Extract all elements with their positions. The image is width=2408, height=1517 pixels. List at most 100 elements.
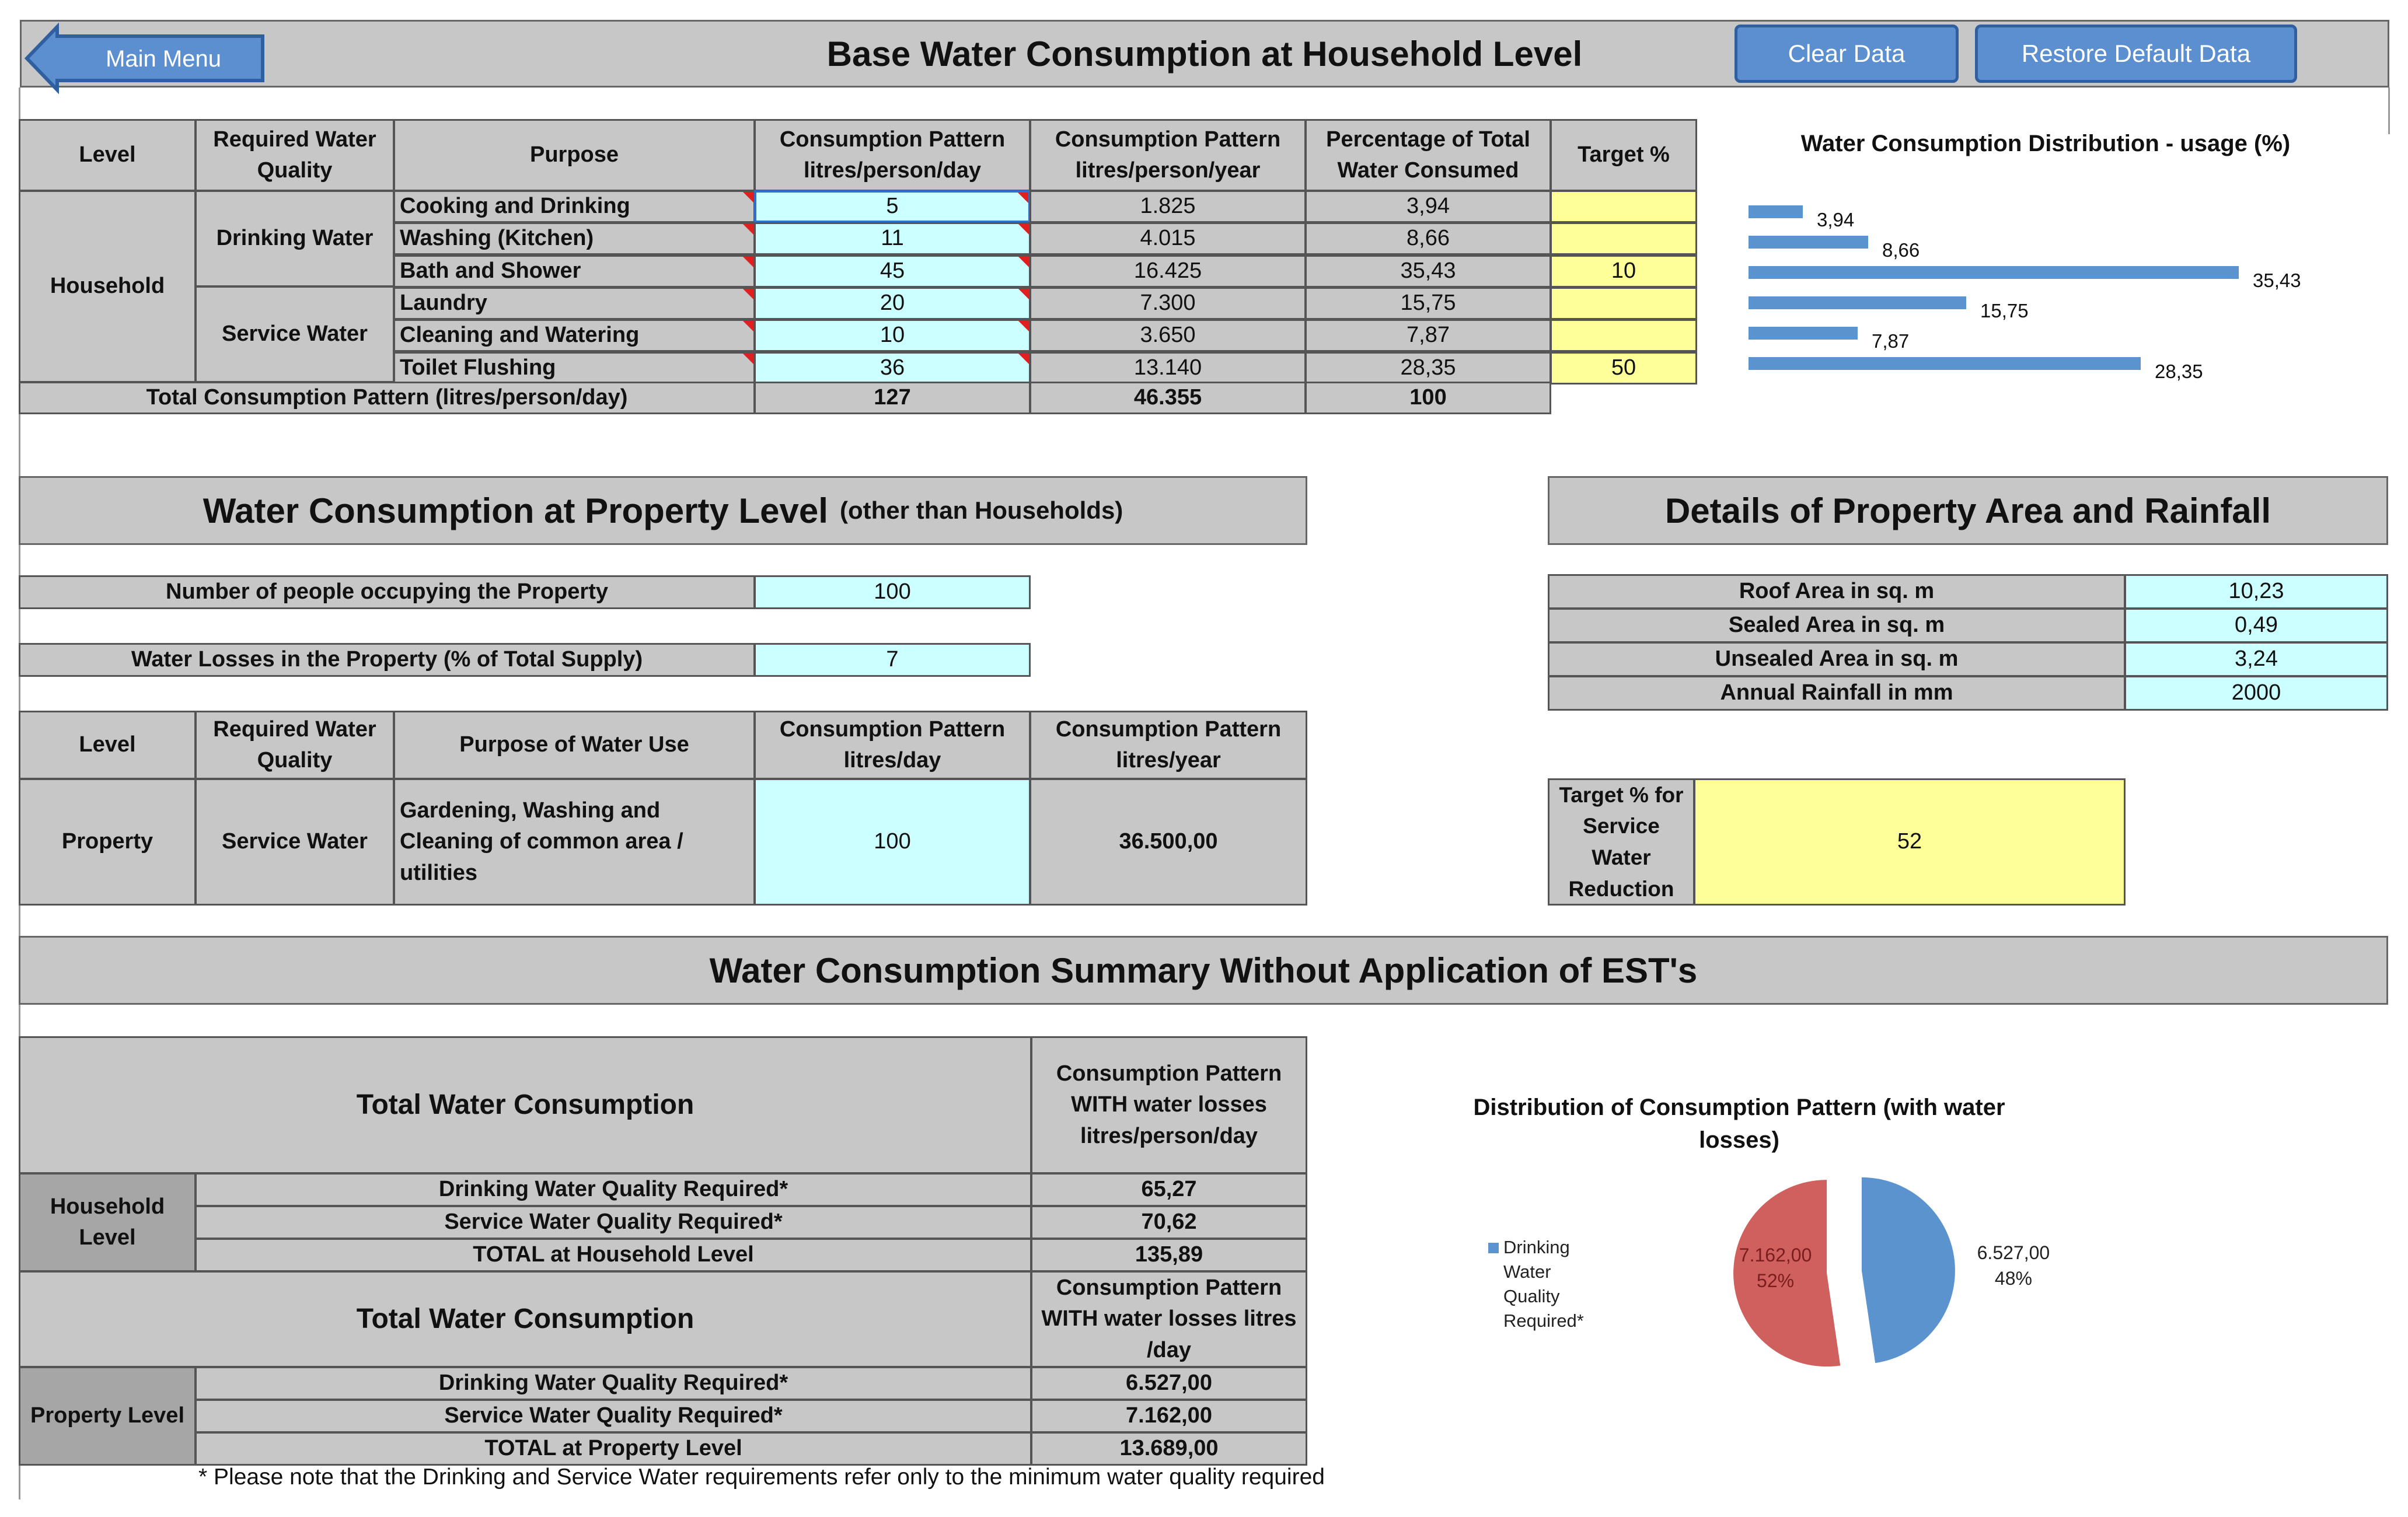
hh-row-year: 16.425 xyxy=(1029,255,1306,288)
legend-label-word: Required* xyxy=(1503,1310,1584,1331)
target-reduction-input[interactable]: 52 xyxy=(1694,778,2126,906)
comment-marker[interactable] xyxy=(743,289,753,299)
pie-slice xyxy=(1861,1177,1955,1364)
comment-marker[interactable] xyxy=(1018,321,1029,331)
summary-row-value: 13.689,00 xyxy=(1031,1432,1307,1466)
legend-label-word: Quality xyxy=(1503,1286,1560,1306)
hh-row-day-input[interactable]: 10 xyxy=(754,319,1031,352)
comment-marker[interactable] xyxy=(1018,354,1029,364)
hh-level-household: Household xyxy=(19,190,196,383)
area-row-value-input[interactable]: 0,49 xyxy=(2124,608,2388,643)
main-menu-label: Main Menu xyxy=(106,46,221,72)
summary-row-label: Service Water Quality Required* xyxy=(195,1399,1032,1433)
summary-hh-level: Household Level xyxy=(19,1173,196,1272)
hh-row-target-input[interactable] xyxy=(1550,319,1697,352)
summary-row-label: Service Water Quality Required* xyxy=(195,1205,1032,1239)
summary-title-bar: Water Consumption Summary Without Applic… xyxy=(19,936,2388,1005)
comment-marker[interactable] xyxy=(743,354,753,364)
area-title: Details of Property Area and Rainfall xyxy=(1664,491,2271,530)
prop-header-level: Level xyxy=(19,711,196,780)
hh-row-day-input[interactable]: 5 xyxy=(754,190,1031,223)
usage-bar-label: 3,94 xyxy=(1817,209,1855,230)
hh-quality-drinking: Drinking Water xyxy=(195,190,395,287)
summary-prop-header: Consumption Pattern WITH water losses li… xyxy=(1031,1271,1307,1368)
hh-row-target-input[interactable] xyxy=(1550,222,1697,255)
hh-header-quality: Required Water Quality xyxy=(195,119,395,191)
summary-row-label: TOTAL at Property Level xyxy=(195,1432,1032,1466)
people-input[interactable]: 100 xyxy=(754,575,1031,609)
hh-row-pct: 3,94 xyxy=(1305,190,1551,223)
hh-row-target-input[interactable]: 10 xyxy=(1550,255,1697,288)
summary-hh-total-label: Total Water Consumption xyxy=(19,1036,1032,1174)
hh-row-day-input[interactable]: 11 xyxy=(754,222,1031,255)
usage-bar-label: 15,75 xyxy=(1980,300,2029,321)
summary-row-label: Drinking Water Quality Required* xyxy=(195,1366,1032,1400)
summary-prop-total-label: Total Water Consumption xyxy=(19,1271,1032,1368)
summary-row-label: TOTAL at Household Level xyxy=(195,1238,1032,1272)
usage-bar-label: 8,66 xyxy=(1882,239,1920,261)
property-title: Water Consumption at Property Level xyxy=(203,491,828,530)
main-menu-button[interactable]: Main Menu xyxy=(23,22,268,95)
usage-bar xyxy=(1749,327,1858,340)
footnote: * Please note that the Drinking and Serv… xyxy=(198,1464,1325,1490)
area-row-value-input[interactable]: 10,23 xyxy=(2124,574,2388,609)
usage-bar xyxy=(1749,357,2141,370)
clear-data-button[interactable]: Clear Data xyxy=(1735,25,1959,83)
usage-bar-label: 28,35 xyxy=(2155,361,2203,382)
hh-total-day: 127 xyxy=(754,382,1031,414)
pie-chart-title: Distribution of Consumption Pattern (wit… xyxy=(1473,1095,2005,1153)
losses-label: Water Losses in the Property (% of Total… xyxy=(19,643,755,677)
comment-marker[interactable] xyxy=(1018,193,1028,203)
comment-marker[interactable] xyxy=(743,321,753,331)
hh-total-label: Total Consumption Pattern (litres/person… xyxy=(19,382,755,414)
area-row-label: Unsealed Area in sq. m xyxy=(1548,642,2126,677)
restore-default-data-button[interactable]: Restore Default Data xyxy=(1975,25,2297,83)
hh-row-year: 3.650 xyxy=(1029,319,1306,352)
comment-marker[interactable] xyxy=(743,224,753,235)
hh-row-target-input[interactable]: 50 xyxy=(1550,352,1697,385)
hh-row-purpose: Bath and Shower xyxy=(393,255,755,288)
comment-marker[interactable] xyxy=(1018,289,1029,299)
comment-marker[interactable] xyxy=(743,257,753,267)
prop-day-input[interactable]: 100 xyxy=(754,778,1031,906)
prop-quality: Service Water xyxy=(195,778,395,906)
hh-row-year: 7.300 xyxy=(1029,287,1306,320)
summary-row-value: 70,62 xyxy=(1031,1205,1307,1239)
hh-row-year: 1.825 xyxy=(1029,190,1306,223)
hh-row-day-input[interactable]: 36 xyxy=(754,352,1031,385)
summary-prop-level: Property Level xyxy=(19,1366,196,1466)
hh-row-target-input[interactable] xyxy=(1550,190,1697,223)
hh-row-pct: 15,75 xyxy=(1305,287,1551,320)
area-row-label: Roof Area in sq. m xyxy=(1548,574,2126,609)
area-row-label: Sealed Area in sq. m xyxy=(1548,608,2126,643)
pie-pct-label: 52% xyxy=(1757,1270,1794,1291)
losses-input[interactable]: 7 xyxy=(754,643,1031,677)
usage-bar xyxy=(1749,236,1868,249)
legend-label-word: Drinking xyxy=(1503,1237,1570,1257)
hh-row-pct: 28,35 xyxy=(1305,352,1551,385)
comment-marker[interactable] xyxy=(1018,257,1029,267)
prop-header-purpose: Purpose of Water Use xyxy=(393,711,755,780)
pie-value-label: 7.162,00 xyxy=(1739,1245,1812,1266)
summary-row-value: 65,27 xyxy=(1031,1173,1307,1207)
hh-row-pct: 8,66 xyxy=(1305,222,1551,255)
prop-header-per-day: Consumption Pattern litres/day xyxy=(754,711,1031,780)
summary-row-value: 135,89 xyxy=(1031,1238,1307,1272)
hh-row-purpose: Washing (Kitchen) xyxy=(393,222,755,255)
hh-total-pct: 100 xyxy=(1305,382,1551,414)
comment-marker[interactable] xyxy=(743,192,753,202)
hh-row-pct: 35,43 xyxy=(1305,255,1551,288)
restore-default-label: Restore Default Data xyxy=(2021,40,2251,67)
area-row-value-input[interactable]: 2000 xyxy=(2124,676,2388,711)
comment-marker[interactable] xyxy=(1018,224,1029,235)
hh-header-target: Target % xyxy=(1550,119,1697,191)
hh-row-target-input[interactable] xyxy=(1550,287,1697,320)
property-title-bar: Water Consumption at Property Level (oth… xyxy=(19,476,1307,545)
hh-row-pct: 7,87 xyxy=(1305,319,1551,352)
hh-row-day-input[interactable]: 45 xyxy=(754,255,1031,288)
area-row-value-input[interactable]: 3,24 xyxy=(2124,642,2388,677)
pie-pct-label: 48% xyxy=(1995,1268,2032,1289)
sheet-right-edge xyxy=(2388,88,2390,134)
hh-row-day-input[interactable]: 20 xyxy=(754,287,1031,320)
prop-level: Property xyxy=(19,778,196,906)
